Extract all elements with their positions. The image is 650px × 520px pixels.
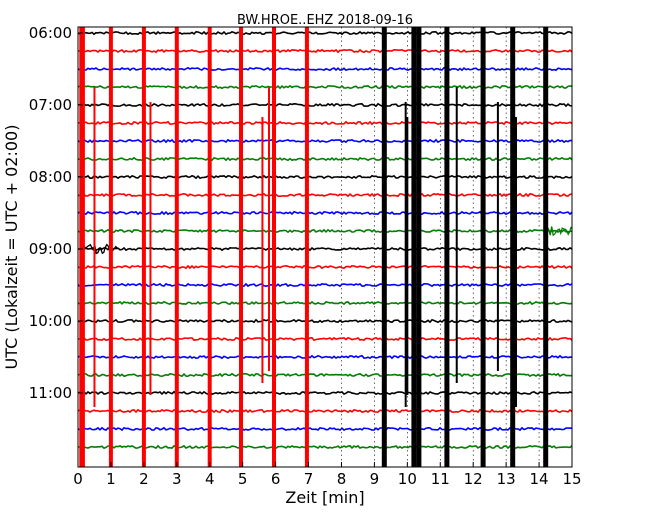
- trace-line: [77, 444, 573, 450]
- black-burst: [411, 27, 417, 467]
- trace-line: [77, 138, 573, 144]
- x-tick-label: 9: [370, 470, 380, 488]
- trace-line: [77, 390, 573, 396]
- y-tick-label: 09:00: [29, 240, 72, 258]
- red-burst: [141, 27, 146, 467]
- x-axis: 0 1 2 3 4 5 6 7 8 9 10 11 12 13 14 15: [73, 462, 582, 488]
- black-burst: [510, 27, 516, 467]
- trace-line: [77, 210, 573, 216]
- trace-line: [77, 120, 573, 126]
- trace-line: [77, 372, 573, 378]
- x-tick-label: 3: [172, 470, 182, 488]
- x-tick-label: 13: [497, 470, 516, 488]
- chart-title: BW.HROE..EHZ 2018-09-16: [237, 13, 413, 28]
- black-burst: [381, 27, 387, 467]
- black-burst: [416, 27, 422, 467]
- trace-line: [77, 192, 573, 198]
- y-tick-label: 10:00: [29, 312, 72, 330]
- x-tick-label: 7: [304, 470, 314, 488]
- noise-segment: [545, 226, 572, 237]
- x-tick-label: 11: [431, 470, 450, 488]
- x-axis-label: Zeit [min]: [285, 488, 364, 507]
- x-tick-label: 2: [139, 470, 149, 488]
- trace-line: [77, 30, 573, 36]
- y-axis: 06:00 07:00 08:00 09:00 10:00 11:00: [29, 24, 83, 402]
- trace-line: [77, 174, 573, 180]
- red-burst: [207, 27, 212, 467]
- x-tick-label: 0: [73, 470, 83, 488]
- x-tick-label: 4: [205, 470, 215, 488]
- trace-line: [77, 282, 573, 288]
- y-tick-label: 08:00: [29, 168, 72, 186]
- trace-line: [78, 336, 573, 342]
- x-tick-label: 14: [530, 470, 549, 488]
- x-tick-label: 1: [106, 470, 116, 488]
- x-tick-label: 6: [271, 470, 281, 488]
- red-burst: [174, 27, 179, 467]
- trace-line: [77, 48, 573, 54]
- trace-line: [77, 354, 573, 360]
- trace-line: [77, 228, 573, 234]
- trace-line: [77, 318, 573, 324]
- y-axis-label: UTC (Lokalzeit = UTC + 02:00): [2, 125, 21, 370]
- y-tick-label: 06:00: [29, 24, 72, 42]
- trace-line: [77, 426, 573, 432]
- y-tick-label: 11:00: [29, 384, 72, 402]
- black-burst: [444, 27, 450, 467]
- trace-line: [77, 84, 573, 90]
- x-tick-label: 10: [398, 470, 417, 488]
- red-burst: [108, 27, 113, 467]
- red-burst: [80, 27, 85, 467]
- trace-line: [77, 408, 573, 414]
- trace-line: [77, 102, 573, 108]
- y-tick-label: 07:00: [29, 96, 72, 114]
- trace-line: [78, 246, 573, 252]
- traces: [77, 30, 573, 450]
- plot-frame: [77, 26, 573, 468]
- x-tick-label: 8: [337, 470, 347, 488]
- x-tick-label: 15: [562, 470, 581, 488]
- trace-line: [77, 156, 573, 162]
- black-burst: [480, 27, 486, 467]
- trace-line: [77, 264, 573, 270]
- x-tick-label: 5: [238, 470, 248, 488]
- trace-line: [77, 66, 573, 72]
- black-burst: [543, 27, 549, 467]
- trace-line: [77, 300, 573, 306]
- red-burst: [239, 27, 243, 467]
- red-burst: [272, 27, 276, 467]
- bursts: [79, 27, 549, 467]
- red-burst: [304, 27, 309, 467]
- x-tick-label: 12: [464, 470, 483, 488]
